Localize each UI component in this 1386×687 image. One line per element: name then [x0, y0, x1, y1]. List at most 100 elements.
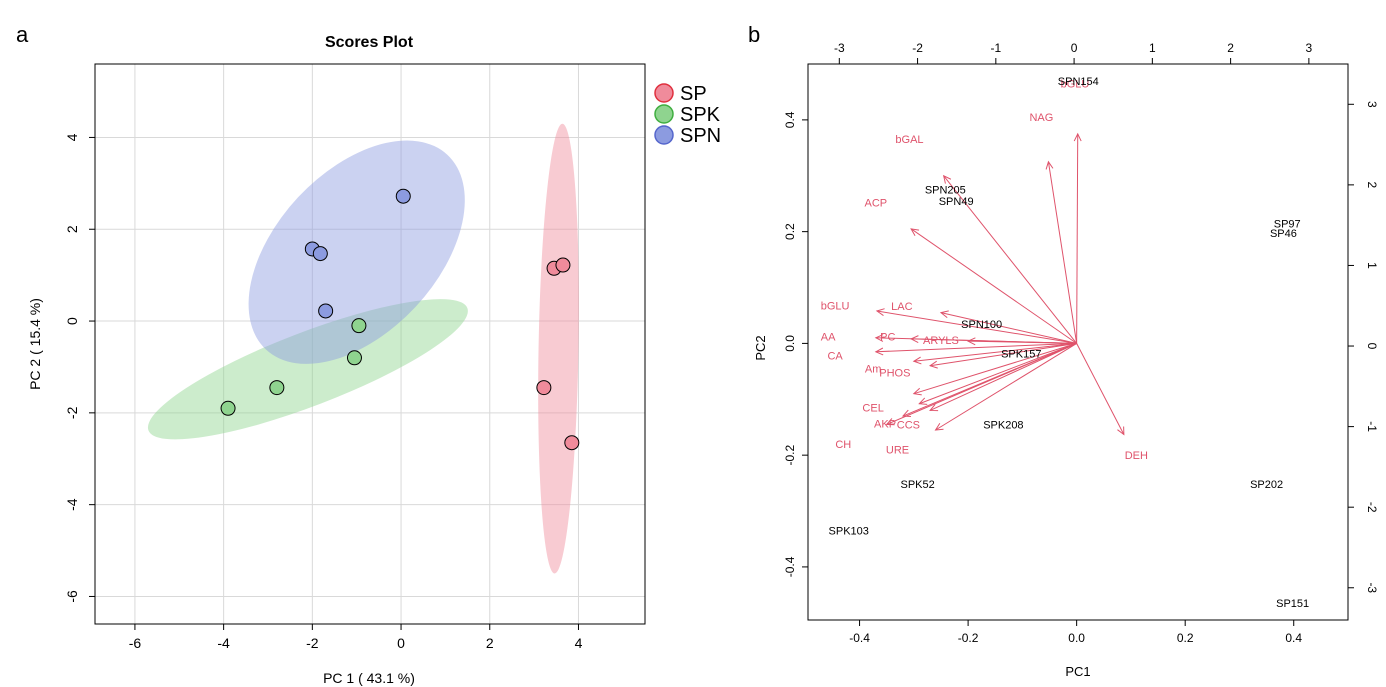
- loading-arrowhead: [1045, 160, 1054, 170]
- loading-arrow: [910, 228, 1077, 344]
- y-tick-label: -0.2: [783, 444, 797, 465]
- x-tick-label: 4: [575, 635, 583, 651]
- loading-label: AA: [821, 332, 836, 344]
- loading-arrowhead: [939, 310, 949, 319]
- biplot-y-ticks: -0.4 -0.2 0.0 0.2 0.4: [783, 111, 808, 577]
- sample-label: SPK52: [901, 479, 935, 491]
- scores-plot-frame: [94, 63, 646, 625]
- biplot-x-ticks: -0.4 -0.2 0.0 0.2 0.4: [849, 620, 1302, 645]
- loading-label: DEH: [1125, 450, 1148, 462]
- loading-arrowhead: [874, 347, 884, 356]
- y-tick-label: -0.4: [783, 556, 797, 577]
- loading-label: PC: [880, 332, 895, 344]
- loading-arrow: [1076, 133, 1079, 344]
- loading-label: bGLU: [821, 300, 850, 312]
- x-tick-label: -4: [217, 635, 230, 651]
- loading-label: ARYLS: [923, 335, 959, 347]
- loading-arrow: [875, 342, 1077, 353]
- point-spk: [346, 350, 362, 366]
- loading-label: Am: [865, 364, 882, 376]
- loading-arrowhead: [901, 409, 911, 417]
- x-tick-label: 0.2: [1177, 631, 1194, 645]
- loading-label: CCS: [897, 419, 920, 431]
- y-tick-label: 4: [64, 133, 80, 141]
- top-tick-label: 2: [1227, 41, 1234, 55]
- x-tick-label: 2: [486, 635, 494, 651]
- loading-arrowhead: [929, 403, 939, 412]
- loading-arrowhead: [1117, 426, 1125, 436]
- x-tick-label: -0.2: [958, 631, 979, 645]
- point-sp: [555, 257, 571, 273]
- loading-arrowhead: [910, 228, 920, 237]
- sample-label: SPN49: [939, 196, 974, 208]
- loading-label: bGAL: [895, 134, 923, 146]
- y-tick-label: 2: [64, 225, 80, 233]
- y-tick-label: -6: [64, 590, 80, 603]
- point-spn: [312, 246, 328, 262]
- sample-label: SP202: [1250, 479, 1283, 491]
- sample-label: SPK103: [829, 526, 869, 538]
- sample-label: SPK157: [1001, 348, 1041, 360]
- loading-label: CEL: [862, 403, 883, 415]
- point-sp: [536, 380, 552, 396]
- loading-arrow: [968, 340, 1077, 344]
- loading-arrowhead: [912, 356, 922, 365]
- scores-ellipses: [147, 123, 579, 574]
- loading-arrow: [935, 342, 1077, 431]
- legend-marker-spk: [654, 104, 674, 124]
- legend-label-spn: SPN: [680, 125, 721, 147]
- top-tick-label: -1: [990, 41, 1001, 55]
- loading-arrow: [919, 342, 1077, 405]
- loading-arrowhead: [885, 418, 895, 426]
- loading-arrowhead: [909, 335, 919, 344]
- loading-arrow: [913, 342, 1077, 395]
- scores-points: [220, 188, 580, 451]
- y-tick-label: 0.2: [783, 223, 797, 240]
- loading-label: AKP: [874, 418, 896, 430]
- loading-label: NAG: [1029, 112, 1053, 124]
- scores-y-label: PC 2 ( 15.4 %): [27, 298, 43, 390]
- loading-arrowhead: [1073, 132, 1082, 142]
- sample-label: SPN205: [925, 185, 966, 197]
- panel-a-letter: a: [16, 22, 29, 47]
- loading-arrow: [929, 342, 1077, 411]
- top-tick-label: 1: [1149, 41, 1156, 55]
- x-tick-label: -0.4: [849, 631, 870, 645]
- biplot-y-label: PC2: [753, 335, 768, 360]
- ellipse-sp: [538, 123, 579, 574]
- x-tick-label: 0.0: [1068, 631, 1085, 645]
- loading-arrow: [913, 342, 1077, 362]
- biplot-x-label: PC1: [1065, 664, 1090, 679]
- scores-plot: -6 -4 -2 0 2 4 -6 -4 -2 0 2 4 Scores Plot PC 1 ( 4…: [27, 34, 721, 686]
- sample-label: SPK208: [983, 419, 1023, 431]
- right-tick-label: 1: [1365, 262, 1379, 269]
- loading-label: bGLU: [1061, 79, 1090, 91]
- y-tick-label: -2: [64, 406, 80, 419]
- top-tick-label: 0: [1071, 41, 1078, 55]
- x-tick-label: 0.4: [1285, 631, 1302, 645]
- loading-arrowhead: [912, 387, 922, 396]
- top-tick-label: -2: [912, 41, 923, 55]
- loading-arrow: [876, 310, 1077, 344]
- biplot-loading-arrows: [874, 132, 1125, 436]
- loading-label: URE: [886, 445, 909, 457]
- x-tick-label: -6: [129, 635, 142, 651]
- right-tick-label: 0: [1365, 343, 1379, 350]
- loading-arrow: [930, 342, 1077, 367]
- loading-arrowhead: [918, 397, 928, 405]
- sample-label: SPN100: [961, 319, 1002, 331]
- x-tick-label: 0: [397, 635, 405, 651]
- loading-arrow: [902, 342, 1077, 417]
- biplot-frame: [807, 63, 1349, 621]
- loading-arrowhead: [874, 334, 884, 342]
- legend-label-sp: SP: [680, 83, 707, 105]
- loading-arrowhead: [875, 308, 885, 316]
- point-spn: [395, 188, 411, 204]
- loading-arrow: [1076, 343, 1125, 435]
- right-tick-label: 2: [1365, 182, 1379, 189]
- biplot-right-ticks: -3 -2 -1 0 1 2 3: [1348, 101, 1379, 593]
- point-spn: [318, 303, 334, 319]
- loading-arrow: [1047, 161, 1078, 344]
